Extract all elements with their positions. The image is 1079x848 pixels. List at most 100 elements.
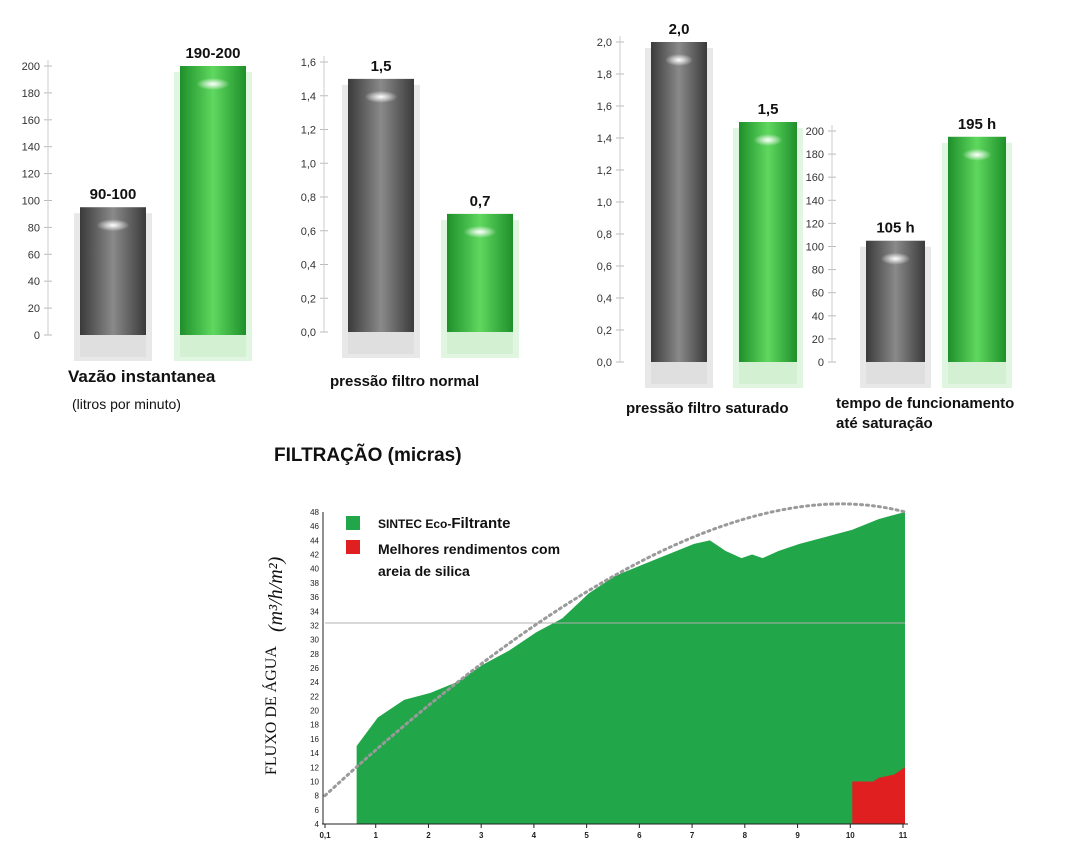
y-axis-label: FLUXO DE ÁGUA [261,646,280,775]
y-tick-label: 1,6 [597,101,612,113]
bar-value-label: 0,7 [470,193,491,210]
area-fills [356,512,905,824]
y-tick-label: 160 [22,115,40,127]
area-chart-filtracao: 4681012141618202224262830323436384042444… [261,502,910,840]
y-tick-label: 0,0 [301,327,316,339]
y-axis-ticks: 0,0 0,2 0,4 0,6 0,8 1,0 1,2 1,4 1,6 1,8 2,0 [597,36,624,369]
area-series-green [356,512,905,824]
y-tick-label: 20 [310,707,319,716]
y-tick-label: 0,6 [597,261,612,273]
x-tick-label: 10 [846,831,855,840]
x-tick-label: 6 [637,831,642,840]
y-tick-label: 34 [310,607,319,616]
x-tick-label: 2 [426,831,431,840]
y-tick-label: 30 [310,636,319,645]
bar-reflection [447,332,513,354]
filtration-title: FILTRAÇÃO (micras) [274,444,462,466]
y-tick-label: 40 [310,565,319,574]
y-tick-label: 1,2 [301,125,316,137]
y-tick-label: 18 [310,721,319,730]
bar-reflection [80,335,146,357]
y-tick-label: 0 [34,330,40,342]
y-tick-label: 0,2 [597,325,612,337]
y-tick-label: 60 [28,249,40,261]
y-tick-label: 0,6 [301,226,316,238]
y-tick-label: 0,8 [301,192,316,204]
bar-reflection [651,362,707,384]
bar-value-label: 2,0 [669,21,690,38]
y-axis-unit: (m³/h/m²) [265,556,287,632]
y-tick-label: 160 [806,172,824,184]
y-tick-label: 0,2 [301,293,316,305]
bar-highlight [880,252,911,265]
chart-subtitle: (litros por minuto) [72,396,181,412]
bar-value-label: 105 h [876,220,914,237]
legend-label-red-line2: areia de silica [378,563,470,579]
y-tick-label: 1,0 [301,158,316,170]
y-tick-label: 40 [812,311,824,323]
legend-swatch-red [346,540,360,554]
chart-title: tempo de funcionamento [836,395,1014,412]
y-tick-label: 1,8 [597,69,612,81]
x-tick-label: 11 [899,831,908,840]
bar-reflection [739,362,797,384]
y-tick-label: 140 [806,195,824,207]
bar-reflection [348,332,414,354]
bar-green [180,66,246,335]
bar-highlight [196,78,230,90]
y-tick-label: 16 [310,735,319,744]
y-axis-ticks: 0 20 40 60 80 100 120 140 160 180 200 [22,60,52,342]
x-tick-label: 5 [584,831,589,840]
bars [860,136,1012,388]
y-tick-label: 1,0 [597,197,612,209]
y-tick-label: 28 [310,650,319,659]
y-tick-label: 100 [22,196,40,208]
bar-value-label: 90-100 [90,186,137,203]
legend-label-red-line1: Melhores rendimentos com [378,541,560,557]
y-tick-label: 24 [310,678,319,687]
bar-highlight [962,148,992,161]
bar-highlight [96,219,130,232]
bar-chart-pressao-saturado: 0,0 0,2 0,4 0,6 0,8 1,0 1,2 1,4 1,6 1,8 2,0 2,0 1,5… [597,21,803,417]
bar-reflection [866,362,925,384]
y-tick-label: 0,0 [597,357,612,369]
y-tick-label: 0,4 [597,293,612,305]
y-tick-label: 80 [28,222,40,234]
data-labels: 1,5 0,7 [371,58,491,210]
y-tick-label: 4 [315,820,320,829]
x-tick-label: 3 [479,831,484,840]
y-tick-label: 180 [806,149,824,161]
bar-reflection [948,362,1006,384]
y-tick-label: 2,0 [597,37,612,49]
y-tick-label: 0,4 [301,260,316,272]
y-tick-label: 38 [310,579,319,588]
x-axis-ticks: 0,1 1 2 3 4 5 6 7 8 9 10 11 [319,824,908,840]
y-tick-label: 22 [310,692,319,701]
y-tick-label: 36 [310,593,319,602]
data-labels: 90-100 190-200 [90,45,241,203]
y-tick-label: 1,6 [301,57,316,69]
x-tick-label: 9 [795,831,800,840]
y-tick-label: 6 [315,806,320,815]
y-tick-label: 1,4 [301,91,316,103]
y-tick-label: 12 [310,763,319,772]
y-tick-label: 42 [310,551,319,560]
bar-green [739,122,797,362]
trend-curve [323,502,907,798]
y-tick-label: 1,4 [597,133,612,145]
bars [74,66,252,361]
bar-gray [651,42,707,362]
y-tick-label: 20 [28,303,40,315]
y-tick-label: 60 [812,288,824,300]
y-tick-label: 10 [310,777,319,786]
bar-value-label: 1,5 [371,58,392,75]
y-tick-label: 1,2 [597,165,612,177]
x-tick-label: 4 [532,831,537,840]
y-tick-label: 200 [22,61,40,73]
x-tick-label: 1 [374,831,379,840]
y-tick-label: 0,8 [597,229,612,241]
bar-chart-tempo: 0 20 40 60 80 100 120 140 160 180 200 105 h 195 h t… [806,116,1015,432]
y-tick-label: 8 [315,792,320,801]
y-tick-label: 120 [22,169,40,181]
